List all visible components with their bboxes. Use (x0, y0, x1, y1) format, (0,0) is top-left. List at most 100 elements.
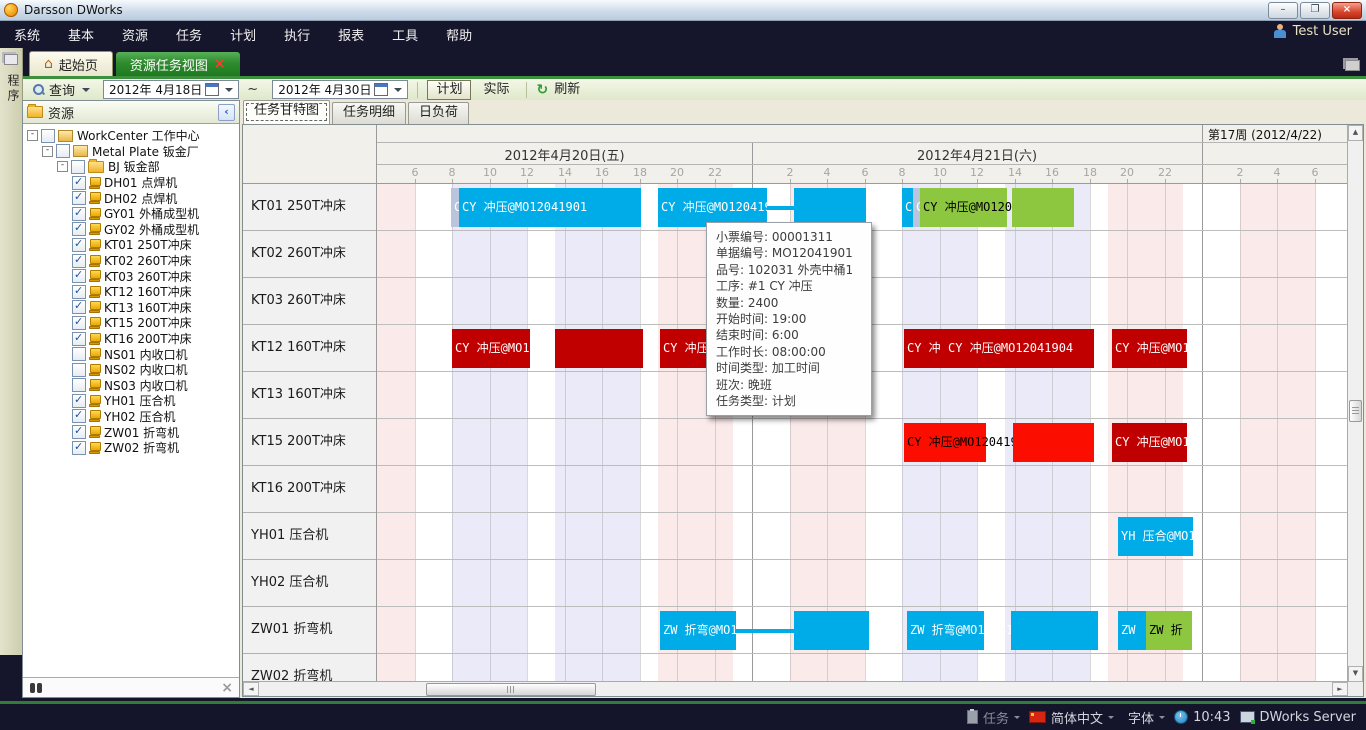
tree-checkbox[interactable] (72, 347, 86, 362)
menu-item-6[interactable]: 报表 (338, 29, 365, 44)
dropdown-caret-icon[interactable] (1159, 715, 1166, 719)
menu-item-3[interactable]: 任务 (176, 29, 203, 44)
status-item-1[interactable]: 简体中文 (1029, 708, 1115, 727)
calendar-icon[interactable] (205, 83, 220, 96)
tree-item-zw01[interactable]: ZW01 折弯机 (27, 424, 239, 440)
tree-item-yh01[interactable]: YH01 压合机 (27, 393, 239, 409)
restore-button[interactable]: ❐ (1300, 2, 1330, 19)
gantt-bar[interactable]: YH 压合@MO1 (1118, 517, 1196, 556)
menu-item-4[interactable]: 计划 (230, 29, 257, 44)
query-button[interactable]: 查询 (49, 84, 76, 99)
tree-checkbox[interactable] (72, 424, 86, 440)
vertical-scrollbar-thumb[interactable] (1349, 400, 1362, 422)
tree-expander-icon[interactable]: - (27, 130, 38, 142)
tree-item-gy01[interactable]: GY01 外桶成型机 (27, 206, 239, 222)
side-strip-program-tab[interactable]: 程序 (6, 74, 20, 104)
menu-item-8[interactable]: 帮助 (446, 29, 473, 44)
gantt-bar[interactable]: C (913, 188, 923, 227)
tab-close-icon[interactable]: × (213, 56, 226, 72)
tree-item-gy02[interactable]: GY02 外桶成型机 (27, 221, 239, 238)
tree-checkbox[interactable] (72, 393, 86, 408)
scroll-up-icon[interactable]: ▲ (1348, 125, 1363, 141)
gantt-bar[interactable]: CY 冲压@MO12041901 (658, 188, 786, 227)
tree-checkbox[interactable] (72, 378, 86, 393)
tree-checkbox[interactable] (72, 440, 86, 455)
tree-checkbox[interactable] (72, 253, 86, 268)
gantt-bar[interactable] (794, 611, 869, 650)
tree-checkbox[interactable] (72, 331, 86, 346)
tree-item-kt12[interactable]: KT12 160T冲床 (27, 284, 239, 300)
gantt-bar[interactable]: ZW 折 (1146, 611, 1192, 650)
gantt-bar[interactable]: ZW 折弯@MO12041901 (907, 611, 1035, 650)
tree-checkbox[interactable] (72, 221, 86, 237)
status-item-4[interactable]: DWorks Server (1239, 710, 1356, 725)
gantt-bar[interactable]: CY 冲 (904, 329, 945, 368)
gantt-bar[interactable]: CY 冲压@MO12041903 (904, 423, 1032, 462)
tree-checkbox[interactable] (72, 315, 86, 330)
panel-close-icon[interactable]: × (221, 679, 233, 696)
gantt-bar[interactable] (1012, 188, 1074, 227)
tab-home[interactable]: ⌂ 起始页 (29, 51, 113, 76)
tree-checkbox[interactable] (72, 175, 86, 190)
tree-item-kt03[interactable]: KT03 260T冲床 (27, 268, 239, 284)
program-panel-icon[interactable] (4, 54, 18, 65)
menu-item-5[interactable]: 执行 (284, 29, 311, 44)
tree-item-bj[interactable]: - BJ 钣金部 (27, 158, 239, 175)
gantt-tab-0[interactable]: 任务甘特图 (243, 100, 331, 124)
gantt-bar[interactable]: C (451, 188, 461, 227)
tree-checkbox[interactable] (72, 299, 86, 315)
gantt-bar[interactable]: ZW (1118, 611, 1146, 650)
dropdown-caret-icon[interactable] (1014, 715, 1021, 719)
tree-checkbox[interactable] (72, 206, 86, 221)
gantt-bar[interactable]: CY 冲压@MO1 (1112, 329, 1190, 368)
tree-item-ns02[interactable]: NS02 内收口机 (27, 362, 239, 378)
close-button[interactable]: × (1332, 2, 1362, 19)
date-to-dropdown-icon[interactable] (394, 87, 403, 92)
date-from-dropdown-icon[interactable] (225, 87, 234, 92)
tree-item-kt16[interactable]: KT16 200T冲床 (27, 331, 239, 347)
find-icon[interactable] (29, 682, 43, 693)
vertical-scrollbar[interactable]: ▲ ▼ (1347, 125, 1363, 682)
gantt-bar[interactable]: CY 冲压@MO12041904 (452, 329, 580, 368)
horizontal-scrollbar-thumb[interactable] (426, 683, 596, 696)
dropdown-caret-icon[interactable] (1108, 715, 1115, 719)
query-dropdown-icon[interactable] (82, 87, 91, 92)
menu-item-1[interactable]: 基本 (68, 29, 95, 44)
tree-item-kt15[interactable]: KT15 200T冲床 (27, 315, 239, 331)
gantt-bar[interactable] (1013, 423, 1094, 462)
tree-expander-icon[interactable]: - (42, 145, 53, 157)
status-item-0[interactable]: 任务 (967, 708, 1021, 727)
tree-item-zw02[interactable]: ZW02 折弯机 (27, 440, 239, 456)
tree-item-kt02[interactable]: KT02 260T冲床 (27, 253, 239, 269)
tree-checkbox[interactable] (72, 284, 86, 299)
gantt-bar[interactable] (1011, 611, 1098, 650)
gantt-bar[interactable]: ZW 折弯@MO12041901 (660, 611, 788, 650)
scroll-right-icon[interactable]: ► (1332, 682, 1348, 696)
tree-checkbox[interactable] (41, 128, 55, 143)
tree-item-ns01[interactable]: NS01 内收口机 (27, 346, 239, 362)
plan-toggle-button[interactable]: 计划 (427, 79, 472, 100)
calendar-icon[interactable] (374, 83, 389, 96)
gantt-bar[interactable] (794, 188, 866, 227)
minimize-button[interactable]: – (1268, 2, 1298, 19)
menu-item-7[interactable]: 工具 (392, 29, 419, 44)
status-item-3[interactable]: 10:43 (1174, 710, 1231, 725)
scroll-down-icon[interactable]: ▼ (1348, 666, 1363, 682)
tree-checkbox[interactable] (72, 268, 86, 284)
tree-item-dh01[interactable]: DH01 点焊机 (27, 175, 239, 191)
tree-checkbox[interactable] (72, 237, 86, 252)
gantt-bar[interactable]: CY 冲压@MO1 (1112, 423, 1190, 462)
horizontal-scrollbar[interactable]: ◄ ► (243, 681, 1348, 696)
scroll-left-icon[interactable]: ◄ (243, 682, 259, 696)
gantt-tab-2[interactable]: 日负荷 (408, 102, 470, 124)
status-item-2[interactable]: 字体 (1123, 708, 1166, 727)
gantt-tab-1[interactable]: 任务明细 (332, 102, 407, 124)
tree-item-ns03[interactable]: NS03 内收口机 (27, 378, 239, 394)
actual-toggle-button[interactable]: 实际 (483, 81, 510, 97)
tree-item-kt01[interactable]: KT01 250T冲床 (27, 237, 239, 253)
tree-item-yh02[interactable]: YH02 压合机 (27, 408, 239, 425)
tree-item-metal[interactable]: - Metal Plate 钣金厂 (27, 144, 239, 160)
date-to-field[interactable]: 2012年 4月30日 (272, 80, 409, 99)
tree-item-workcenter[interactable]: - WorkCenter 工作中心 (27, 128, 239, 144)
tree-checkbox[interactable] (71, 159, 85, 174)
